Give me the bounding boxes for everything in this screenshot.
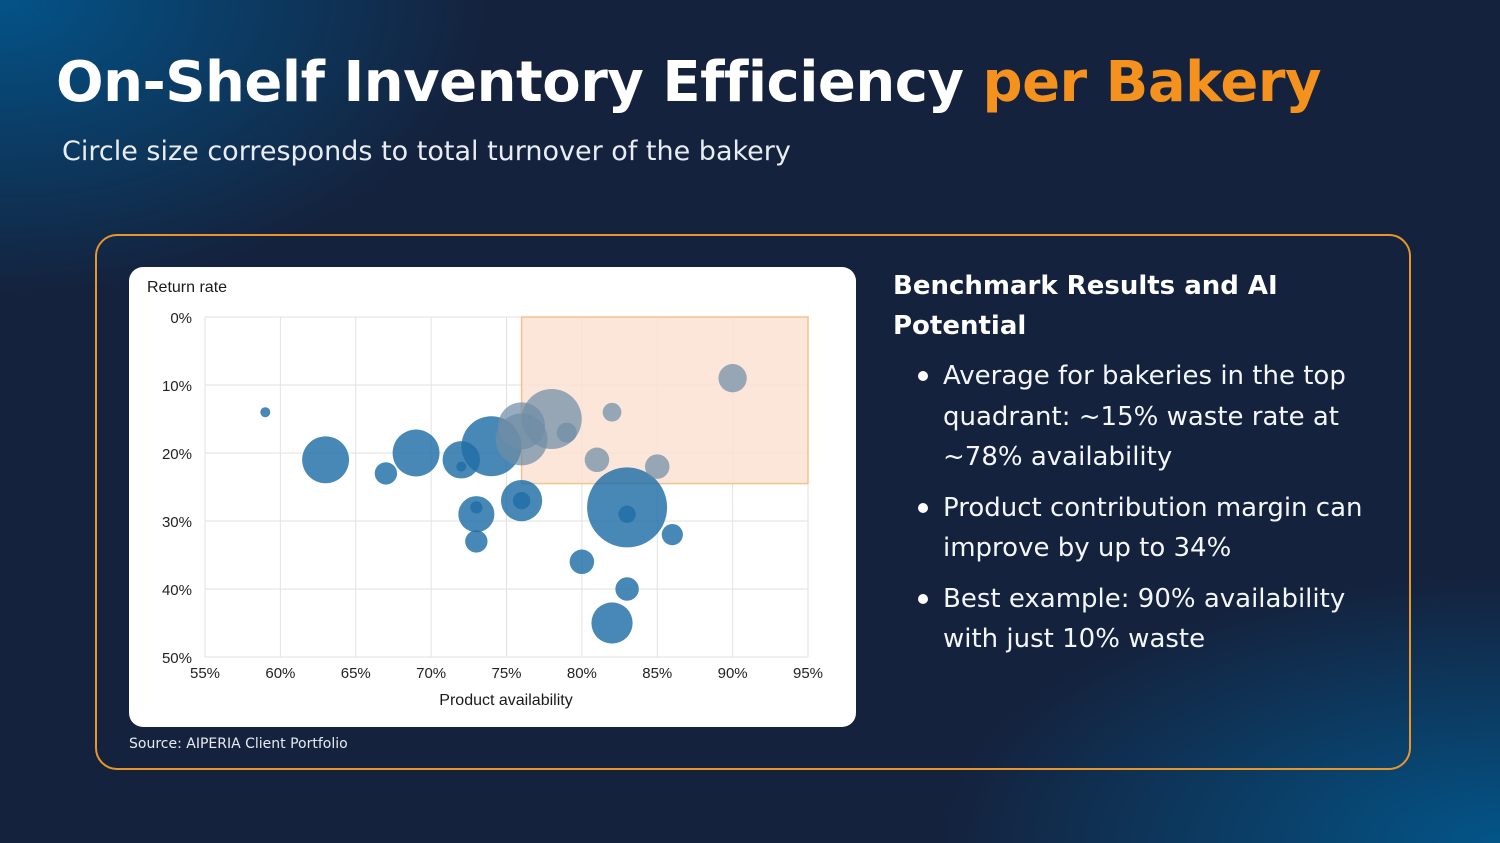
x-tick-label: 95% <box>793 665 823 682</box>
bubble-point <box>584 447 610 473</box>
benchmark-item: Best example: 90% availability with just… <box>916 579 1396 660</box>
bubble-point <box>661 523 683 546</box>
bubble-point <box>591 602 633 644</box>
bubble-point <box>456 461 467 472</box>
benchmark-item: Average for bakeries in the top quadrant… <box>916 356 1396 478</box>
x-tick-label: 75% <box>491 665 521 682</box>
bubble-point <box>458 496 495 533</box>
x-tick-label: 55% <box>190 665 220 682</box>
bubble-point <box>392 429 440 477</box>
bubble-layer <box>260 364 747 644</box>
page-title: On-Shelf Inventory Efficiency per Bakery <box>56 50 1321 115</box>
title-main: On-Shelf Inventory Efficiency <box>56 50 964 115</box>
bubble-point <box>569 549 595 575</box>
benchmark-list: Average for bakeries in the top quadrant… <box>916 356 1396 670</box>
benchmark-item-text: Product contribution margin can improve … <box>943 492 1363 564</box>
bubble-point <box>374 462 398 485</box>
y-tick-label: 10% <box>162 378 192 395</box>
bubble-point <box>615 577 639 601</box>
bubble-point <box>618 505 636 523</box>
x-tick-label: 65% <box>341 665 371 682</box>
benchmark-title: Benchmark Results and AI Potential <box>893 271 1278 341</box>
x-tick-label: 85% <box>642 665 672 682</box>
bubble-point <box>498 402 546 450</box>
page-subtitle: Circle size corresponds to total turnove… <box>62 136 791 167</box>
tick-layer: 55% 60% 65% 70% 75% 80% 85% 90% 95% 0% 10% 20% 30% 40… <box>162 310 823 682</box>
x-axis-label: Product availability <box>439 692 572 709</box>
bubble-point <box>442 441 480 479</box>
bubble-point <box>470 501 483 514</box>
bubble-point <box>718 364 747 393</box>
y-tick-label: 40% <box>162 582 192 599</box>
y-tick-label: 30% <box>162 514 192 531</box>
bubble-chart: 55% 60% 65% 70% 75% 80% 85% 90% 95% 0% 10% 20% 30% 40… <box>147 279 823 709</box>
benchmark-item-text: Best example: 90% availability with just… <box>943 583 1346 655</box>
y-axis-label: Return rate <box>147 279 227 296</box>
x-tick-label: 70% <box>416 665 446 682</box>
x-tick-label: 60% <box>265 665 295 682</box>
bubble-point <box>302 436 350 484</box>
bullet-icon <box>918 371 928 381</box>
bullet-icon <box>918 593 928 604</box>
chart-card: 55% 60% 65% 70% 75% 80% 85% 90% 95% 0% 10% 20% 30% 40… <box>129 267 856 727</box>
x-tick-label: 90% <box>718 665 748 682</box>
bubble-point <box>465 530 488 553</box>
y-tick-label: 0% <box>170 310 192 327</box>
benchmark-item-text: Average for bakeries in the top quadrant… <box>943 361 1346 472</box>
bubble-point <box>645 454 670 479</box>
benchmark-item: Product contribution margin can improve … <box>916 488 1396 569</box>
y-tick-label: 20% <box>162 446 192 463</box>
bullet-icon <box>918 502 928 513</box>
source-note: Source: AIPERIA Client Portfolio <box>129 736 348 752</box>
y-tick-label: 50% <box>162 650 192 667</box>
bubble-point <box>602 402 622 422</box>
bubble-point <box>556 422 577 443</box>
title-accent: per Bakery <box>982 50 1321 115</box>
content-panel <box>95 234 1411 770</box>
bubble-point <box>512 491 531 510</box>
bubble-point <box>260 407 271 418</box>
x-tick-label: 80% <box>567 665 597 682</box>
